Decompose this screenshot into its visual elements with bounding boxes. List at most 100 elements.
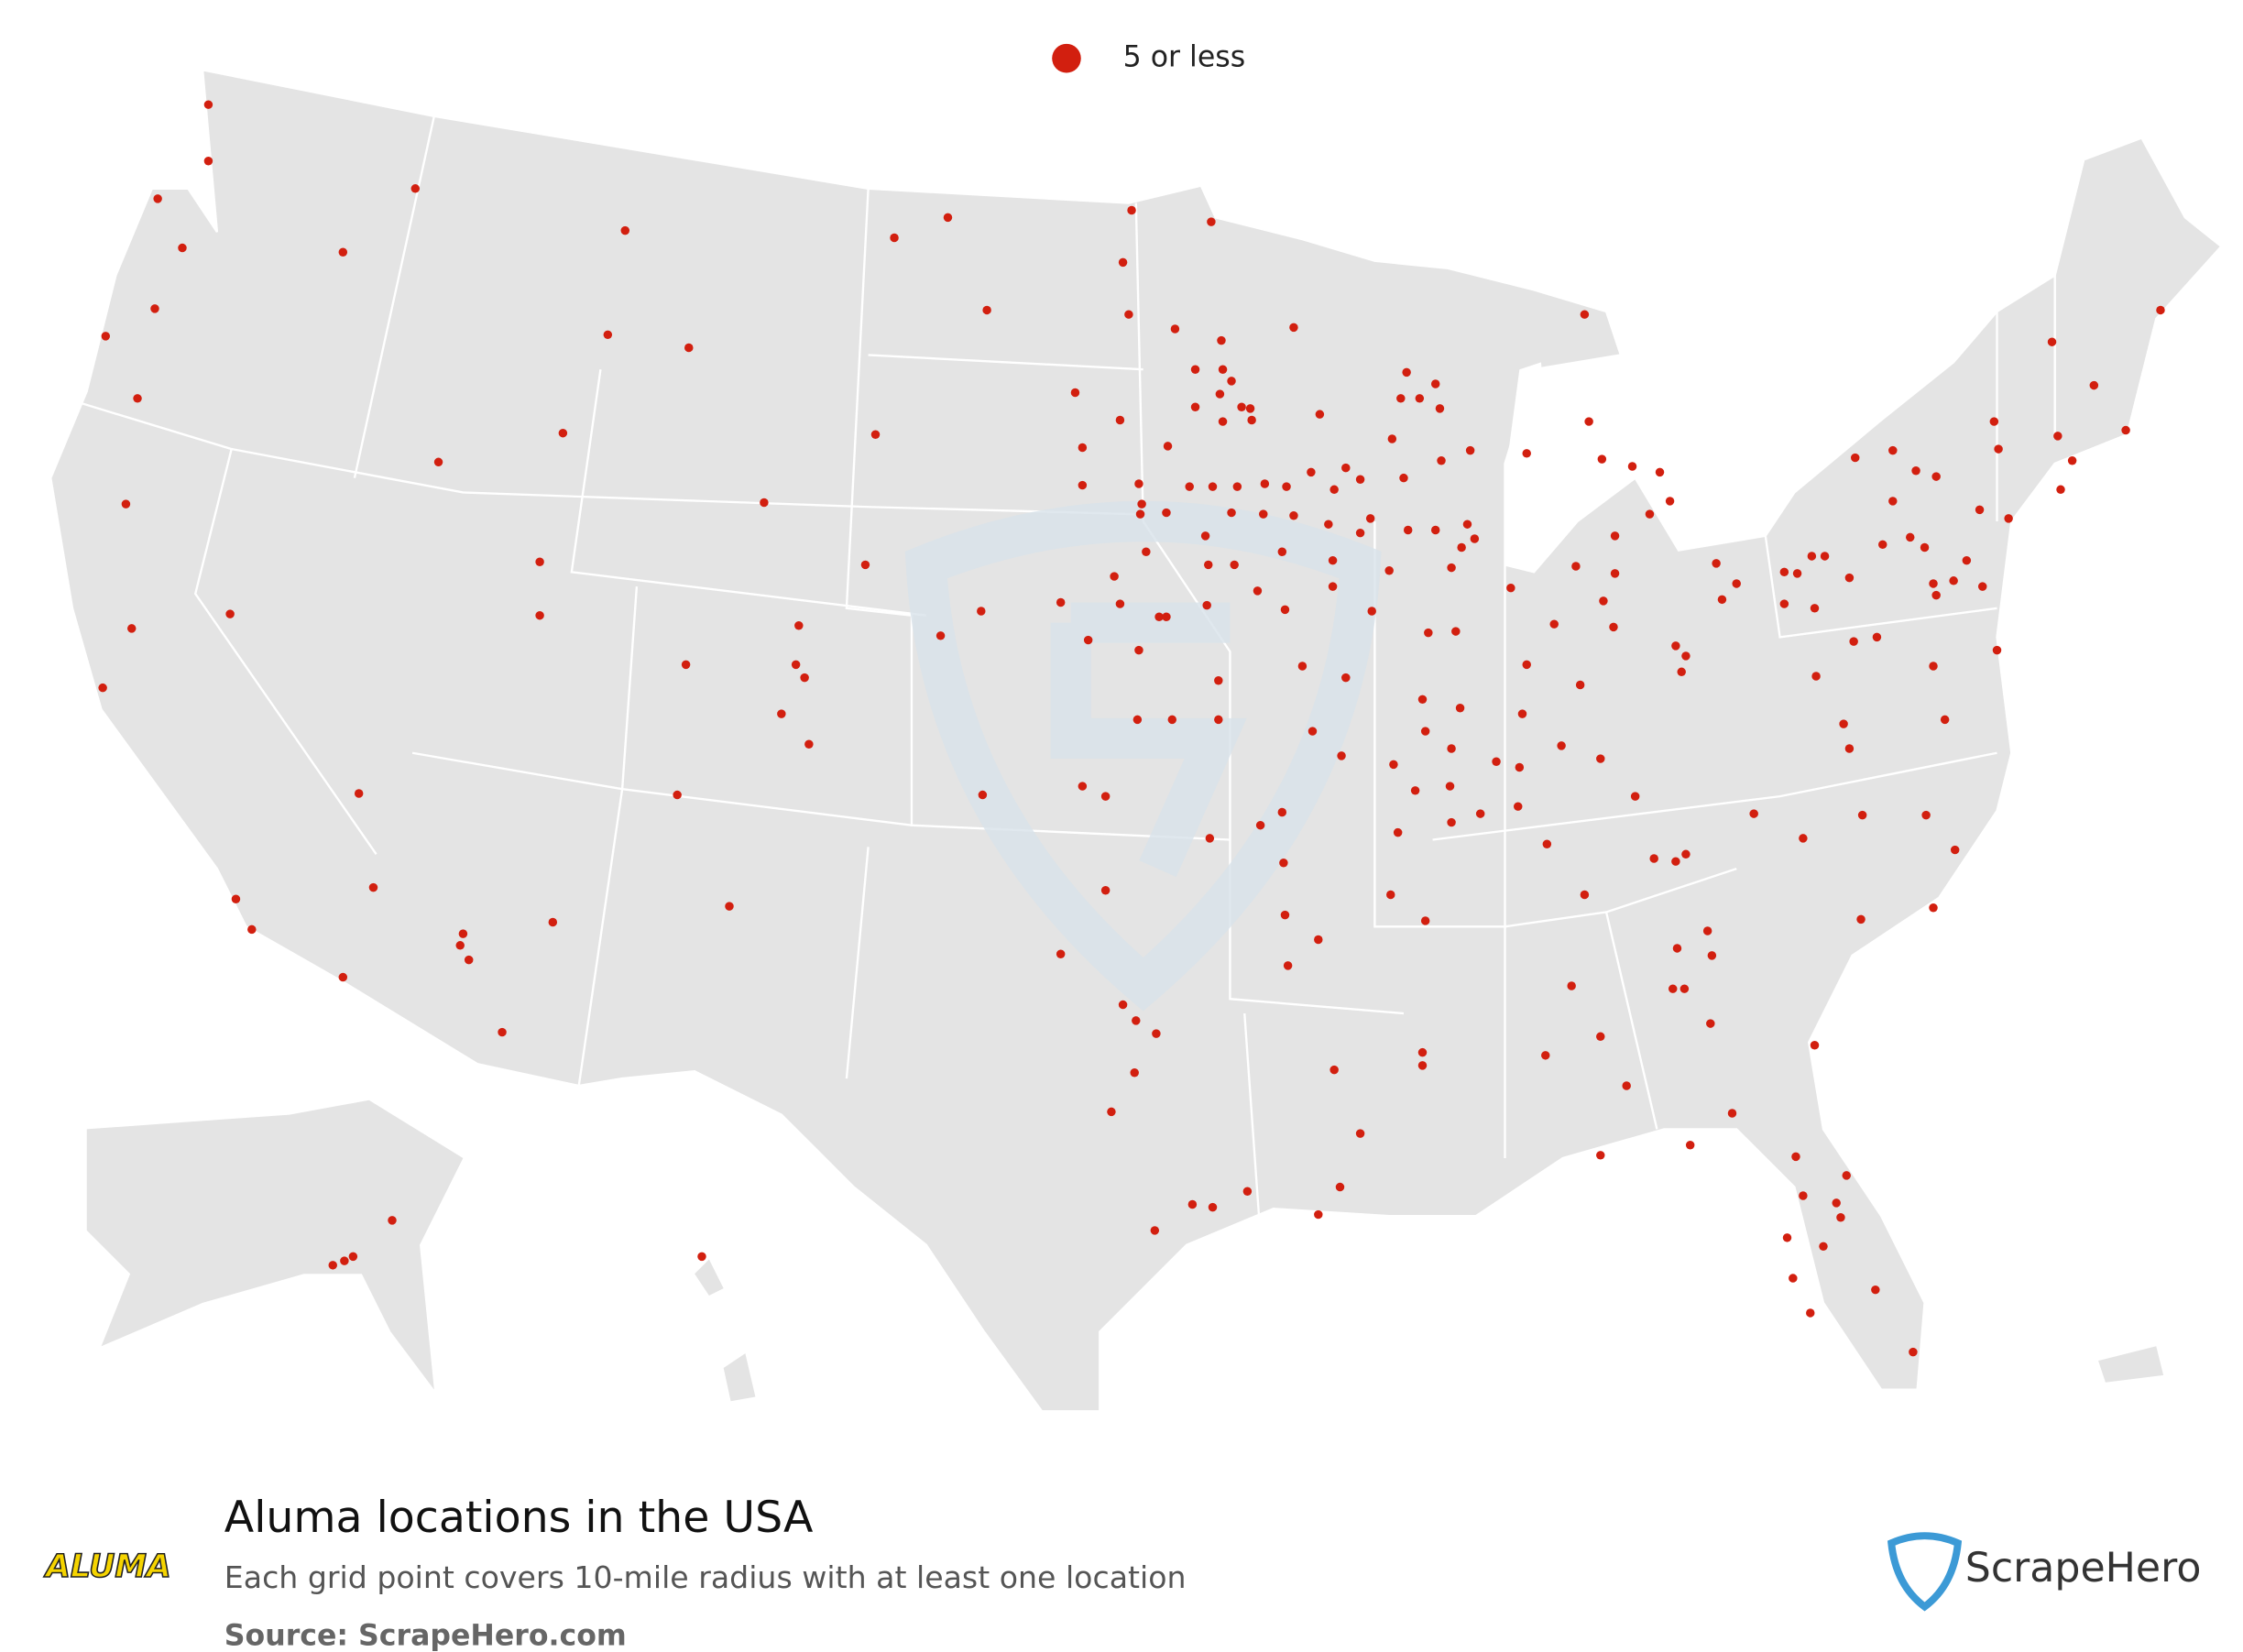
location-dot [1202, 600, 1211, 610]
location-dot [1992, 645, 2002, 655]
location-dot [800, 673, 809, 683]
location-dot [1447, 563, 1456, 573]
location-dot [121, 499, 131, 509]
location-dot [794, 621, 804, 630]
location-dot [1328, 555, 1338, 565]
location-dot [1328, 582, 1338, 591]
location-dot [1462, 520, 1472, 529]
logo: ALUMA [43, 1548, 171, 1585]
puerto-rico [2098, 1346, 2164, 1383]
location-dot [1130, 1068, 1139, 1078]
location-dot [684, 343, 694, 353]
location-dot [1580, 310, 1590, 319]
location-dot [1078, 782, 1088, 791]
location-dot [1237, 402, 1246, 412]
location-dots [98, 100, 2165, 1357]
location-dot [1152, 1029, 1161, 1038]
location-dot [1447, 744, 1456, 753]
location-dot [1315, 410, 1325, 419]
location-dot [1200, 531, 1210, 541]
location-dot [1906, 532, 1915, 542]
location-dot [1732, 579, 1741, 588]
location-dot [1929, 903, 1938, 913]
location-dot [1118, 257, 1128, 268]
location-dot [2089, 380, 2099, 390]
location-dot [1083, 635, 1093, 645]
location-dot [1435, 404, 1445, 413]
location-dot [1492, 757, 1501, 766]
location-dot [1100, 886, 1111, 895]
location-dot [1668, 984, 1678, 993]
location-dot [1707, 951, 1717, 960]
location-dot [1190, 365, 1200, 374]
subtitle: Each grid point covers 10-mile radius wi… [224, 1559, 1187, 1595]
location-dot [340, 1256, 349, 1265]
location-dot [860, 560, 870, 570]
location-dot [1162, 508, 1171, 518]
location-dot [1609, 622, 1618, 632]
location-dot [1727, 1109, 1737, 1118]
location-dot [1124, 310, 1133, 319]
legend-label: 5 or less [1123, 41, 1246, 74]
location-dot [1132, 715, 1143, 725]
location-dot [1337, 751, 1346, 760]
location-dot [1289, 323, 1298, 333]
location-dot [1078, 443, 1088, 453]
location-dot [133, 394, 142, 403]
location-dot [1227, 508, 1236, 518]
location-dot [1749, 809, 1758, 818]
location-dot [1218, 417, 1228, 426]
location-dot [1132, 1016, 1141, 1025]
location-dot [1393, 827, 1403, 837]
location-dot [150, 304, 159, 313]
location-dot [1712, 559, 1721, 568]
location-dot [1297, 662, 1308, 671]
location-dot [1424, 628, 1433, 638]
location-dot [1280, 910, 1290, 920]
lake-michigan [1504, 362, 1546, 565]
location-dot [126, 624, 137, 633]
location-dot [498, 1027, 507, 1037]
location-dot [1107, 1107, 1116, 1117]
location-dot [1470, 534, 1480, 543]
location-dot [1260, 479, 1270, 488]
location-dot [1455, 704, 1465, 713]
location-dot [1575, 680, 1585, 690]
location-dot [1888, 497, 1898, 506]
location-dot [603, 330, 613, 340]
location-dot [1329, 1065, 1339, 1075]
location-dot [1921, 810, 1931, 820]
location-dot [1929, 579, 1938, 588]
location-dot [1849, 637, 1858, 646]
location-dot [388, 1216, 397, 1225]
location-dot [231, 894, 241, 903]
location-dot [1515, 762, 1525, 772]
alaska [86, 1100, 464, 1390]
location-dot [870, 430, 881, 440]
location-dot [368, 882, 378, 892]
brand: ScrapeHero [1965, 1545, 2202, 1592]
location-dot [1204, 560, 1213, 570]
location-dot [1522, 660, 1531, 670]
location-dot [153, 194, 162, 203]
location-dot [1218, 365, 1228, 374]
location-dot [1365, 514, 1375, 523]
location-dot [1341, 463, 1351, 473]
location-dot [697, 1252, 706, 1262]
location-dot [1630, 792, 1640, 801]
location-dot [1118, 1000, 1128, 1010]
location-dot [1975, 505, 1985, 515]
location-dot [982, 305, 991, 315]
location-dot [1277, 807, 1287, 817]
location-dot [1610, 531, 1620, 541]
location-dot [1856, 914, 1866, 924]
location-dot [98, 683, 107, 693]
location-dot [1115, 415, 1125, 425]
location-dot [1457, 542, 1466, 552]
location-dot [1541, 1051, 1550, 1060]
location-dot [1214, 715, 1223, 725]
location-dot [2056, 485, 2065, 495]
location-dot [1205, 834, 1215, 843]
location-dot [558, 428, 568, 438]
